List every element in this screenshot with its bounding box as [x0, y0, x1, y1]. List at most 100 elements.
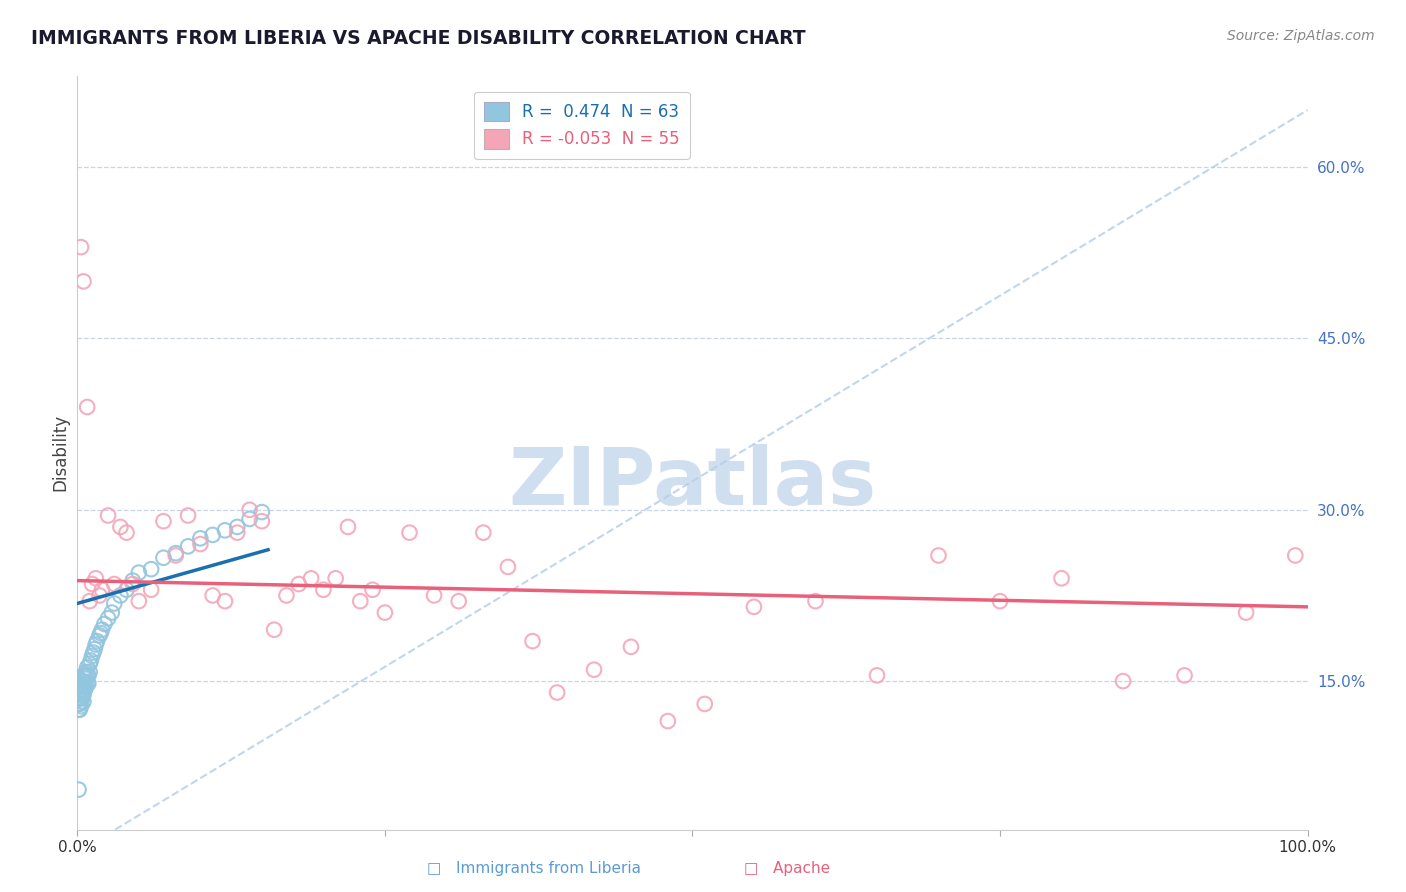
Point [128, 566, 150, 580]
Point [70, 240, 93, 254]
Point [226, 525, 249, 540]
Point [76, 660, 98, 674]
Point [188, 537, 212, 551]
Point [214, 524, 236, 538]
Point [423, 589, 446, 603]
Point [239, 512, 262, 526]
Point [250, 514, 273, 528]
Point [804, 594, 827, 608]
Point [226, 520, 249, 534]
Point [349, 594, 371, 608]
Point [82, 577, 104, 591]
Point [110, 520, 132, 534]
Point [69, 703, 91, 717]
Point [75, 665, 97, 679]
Point [121, 577, 143, 591]
Point [165, 549, 187, 563]
Point [67, 685, 90, 699]
Point [89, 589, 111, 603]
Point [583, 663, 606, 677]
Point [67, 691, 90, 706]
Point [72, 688, 94, 702]
Point [288, 577, 311, 591]
Point [110, 589, 132, 603]
Point [83, 642, 105, 657]
Text: IMMIGRANTS FROM LIBERIA VS APACHE DISABILITY CORRELATION CHART: IMMIGRANTS FROM LIBERIA VS APACHE DISABI… [31, 29, 806, 47]
Point [67, 697, 90, 711]
Point [693, 697, 716, 711]
Point [374, 606, 396, 620]
Point [201, 528, 224, 542]
Point [141, 582, 163, 597]
Point [69, 680, 91, 694]
Point [101, 606, 124, 620]
Point [84, 571, 107, 585]
Point [67, 703, 90, 717]
Point [69, 691, 91, 706]
Point [97, 611, 120, 625]
Point [79, 657, 101, 671]
Point [73, 676, 96, 690]
Point [128, 594, 150, 608]
Point [80, 654, 103, 668]
Point [361, 582, 384, 597]
Point [90, 626, 112, 640]
Point [250, 505, 273, 519]
Point [82, 648, 104, 663]
Point [1050, 571, 1073, 585]
Point [620, 640, 643, 654]
Point [67, 782, 90, 797]
Point [988, 594, 1011, 608]
Point [70, 680, 93, 694]
Point [1234, 606, 1257, 620]
Point [239, 503, 262, 517]
Point [928, 549, 950, 563]
Point [72, 668, 94, 682]
Point [337, 520, 360, 534]
Point [115, 582, 138, 597]
Point [70, 683, 93, 698]
Point [72, 680, 94, 694]
Point [75, 680, 97, 694]
Point [70, 674, 93, 689]
Point [93, 617, 115, 632]
Point [141, 562, 163, 576]
Point [152, 550, 174, 565]
Point [103, 596, 125, 610]
Point [263, 623, 285, 637]
Point [89, 628, 111, 642]
Point [72, 274, 94, 288]
Point [70, 699, 93, 714]
Y-axis label: Disability: Disability [51, 414, 69, 491]
Point [79, 594, 101, 608]
Point [177, 508, 200, 523]
Point [522, 634, 544, 648]
Point [165, 546, 187, 560]
Point [82, 646, 104, 660]
Point [77, 668, 100, 682]
Point [866, 668, 889, 682]
Point [97, 508, 120, 523]
Point [325, 571, 347, 585]
Point [472, 525, 495, 540]
Point [69, 697, 91, 711]
Point [447, 594, 470, 608]
Legend: R =  0.474  N = 63, R = -0.053  N = 55: R = 0.474 N = 63, R = -0.053 N = 55 [474, 92, 690, 159]
Point [76, 676, 98, 690]
Point [90, 582, 114, 597]
Point [398, 525, 420, 540]
Point [70, 688, 93, 702]
Point [1174, 668, 1197, 682]
Point [496, 560, 519, 574]
Point [299, 571, 322, 585]
Point [152, 514, 174, 528]
Point [1112, 674, 1135, 689]
Point [177, 539, 200, 553]
Text: □   Apache: □ Apache [744, 861, 831, 876]
Point [76, 668, 98, 682]
Point [1284, 549, 1306, 563]
Point [70, 695, 93, 709]
Point [121, 574, 143, 588]
Point [546, 685, 568, 699]
Point [214, 594, 236, 608]
